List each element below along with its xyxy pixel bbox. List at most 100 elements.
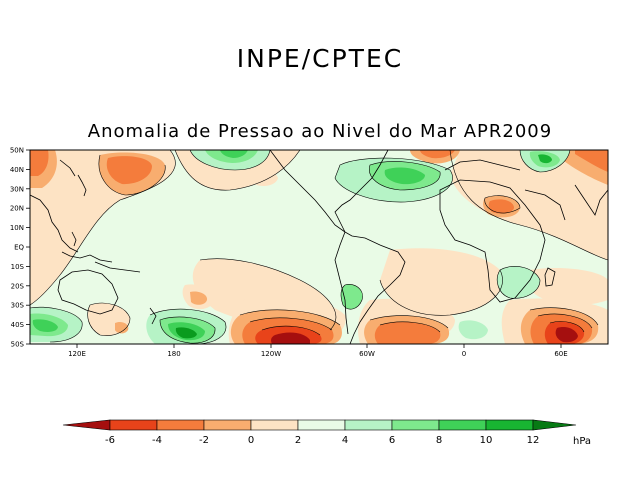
anomaly-region xyxy=(555,326,578,343)
colorbar-bin xyxy=(438,419,487,431)
lon-label: 180 xyxy=(167,350,180,358)
anomaly-region xyxy=(575,150,608,172)
anomaly-region xyxy=(450,150,608,260)
colorbar-label: 2 xyxy=(295,435,301,446)
lon-axis: 120E 180 120W 60W 0 60E xyxy=(68,344,568,358)
anomaly-region xyxy=(488,199,514,214)
lat-label: 20N xyxy=(10,205,24,213)
contour-lines xyxy=(30,150,608,344)
lat-axis: 50N 40N 30N 20N 10N EQ 10S 20S 30S 40S 5… xyxy=(10,147,30,349)
anomaly-region xyxy=(538,154,552,164)
contour xyxy=(484,195,521,214)
colorbar-label: 6 xyxy=(389,435,395,446)
lon-label: 60W xyxy=(359,350,375,358)
coastline xyxy=(71,231,77,247)
coastline xyxy=(57,269,119,315)
anomaly-region xyxy=(248,168,278,186)
anomaly-region xyxy=(190,291,208,305)
coastline xyxy=(439,179,546,303)
contour xyxy=(529,307,599,326)
colorbar-arrow-low xyxy=(62,419,111,431)
coastline xyxy=(94,261,141,273)
colorbar-bin xyxy=(250,419,299,431)
anomaly-region xyxy=(530,268,608,306)
coastline xyxy=(59,159,76,177)
contour xyxy=(239,309,341,326)
colorbar-label: 0 xyxy=(248,435,254,446)
anomaly-region xyxy=(271,332,310,344)
colorbar-label: 12 xyxy=(527,435,540,446)
colorbar-label: -6 xyxy=(105,435,115,446)
anomaly-region xyxy=(175,327,197,339)
coastline xyxy=(30,194,79,253)
contour xyxy=(519,150,571,173)
lon-label: 120E xyxy=(68,350,86,358)
colorbar-label: 10 xyxy=(480,435,493,446)
lat-label: EQ xyxy=(14,244,24,252)
lat-label: 30N xyxy=(10,185,24,193)
anomaly-region xyxy=(380,248,503,316)
colorbar-bin xyxy=(344,419,393,431)
colorbar-bin xyxy=(156,419,205,431)
anomaly-region xyxy=(374,321,441,344)
coastline xyxy=(334,150,389,233)
lat-label: 10S xyxy=(11,263,25,271)
contour xyxy=(199,258,337,331)
colorbar-bin xyxy=(109,419,158,431)
org-title: INPE/CPTEC xyxy=(236,44,404,73)
colorbar-arrow-high xyxy=(532,419,577,431)
contour xyxy=(149,308,227,344)
contour xyxy=(189,150,271,171)
contour xyxy=(340,284,363,310)
contour xyxy=(379,269,503,316)
contour xyxy=(497,266,541,299)
contour xyxy=(369,161,441,191)
colorbar-label: -4 xyxy=(152,435,162,446)
lat-label: 50S xyxy=(11,341,25,349)
colorbar-bin xyxy=(485,419,534,431)
coastline xyxy=(524,189,566,221)
contour xyxy=(537,313,593,329)
contour xyxy=(87,302,131,336)
coastline xyxy=(544,267,556,287)
contour xyxy=(30,150,176,306)
coastlines xyxy=(30,150,608,344)
map-title: Anomalia de Pressao ao Nivel do Mar APR2… xyxy=(87,121,553,142)
colorbar: -6 -4 -2 0 2 4 6 8 10 12 hPa xyxy=(62,419,591,447)
coastline xyxy=(574,184,608,216)
contour xyxy=(159,316,216,344)
contour xyxy=(369,315,449,329)
anomaly-region xyxy=(384,167,425,185)
coastline xyxy=(444,159,521,171)
anomaly-region xyxy=(115,321,129,334)
lat-label: 20S xyxy=(11,282,25,290)
contour xyxy=(249,317,333,331)
contour xyxy=(449,150,608,261)
lon-label: 60E xyxy=(554,350,567,358)
contour xyxy=(174,150,301,191)
lat-label: 10N xyxy=(10,224,24,232)
contour xyxy=(549,321,585,333)
anomaly-region xyxy=(497,266,540,299)
colorbar-label: 4 xyxy=(342,435,348,446)
lon-label: 120W xyxy=(261,350,281,358)
anomaly-region xyxy=(220,150,248,158)
coastline xyxy=(269,150,346,233)
anomaly-region xyxy=(340,284,363,310)
colorbar-label: -2 xyxy=(199,435,209,446)
contour xyxy=(30,306,83,343)
contour xyxy=(379,321,441,333)
lat-label: 30S xyxy=(11,302,25,310)
anomaly-region xyxy=(30,150,49,176)
contour xyxy=(261,325,321,336)
contour xyxy=(334,157,453,203)
lon-label: 0 xyxy=(462,350,466,358)
anomaly-region xyxy=(32,319,58,332)
coastline xyxy=(334,231,349,335)
lat-label: 40S xyxy=(11,321,25,329)
colorbar-bin xyxy=(203,419,252,431)
colorbar-label: 8 xyxy=(436,435,442,446)
colorbar-unit: hPa xyxy=(573,436,591,447)
anomaly-region xyxy=(420,150,455,159)
